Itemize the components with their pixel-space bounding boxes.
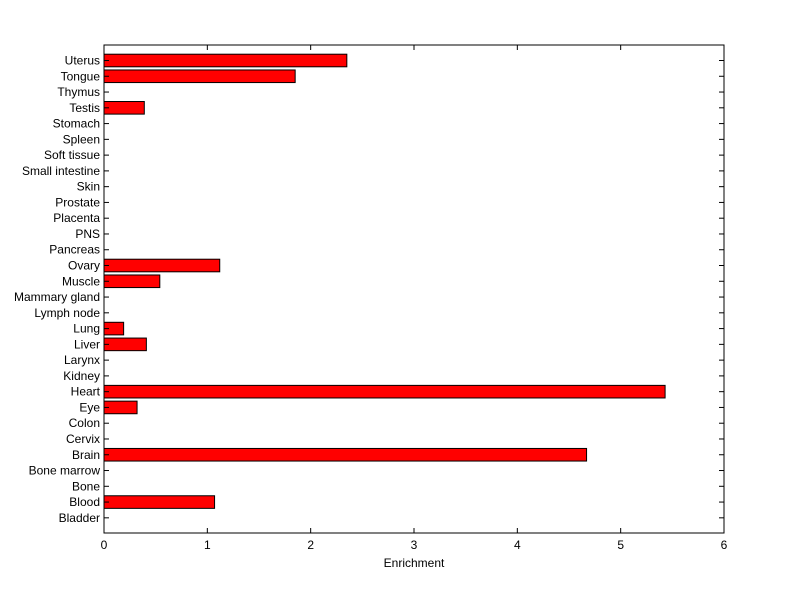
bar-uterus bbox=[103, 53, 348, 68]
bar-blood bbox=[103, 495, 216, 509]
x-axis-ticks: 0 1 2 3 4 5 6 bbox=[101, 45, 728, 552]
y-tick-label: Cervix bbox=[66, 432, 100, 446]
x-tick-label: 4 bbox=[514, 538, 521, 552]
y-tick-label: Liver bbox=[74, 337, 100, 351]
y-tick-label: Tongue bbox=[61, 69, 101, 83]
bar-testis bbox=[103, 101, 145, 115]
bar-liver bbox=[103, 337, 147, 352]
x-tick-label: 0 bbox=[101, 538, 108, 552]
y-tick-label: Ovary bbox=[68, 259, 100, 273]
y-tick-label: Mammary gland bbox=[14, 290, 100, 304]
y-tick-label: Prostate bbox=[55, 195, 100, 209]
bar-ovary bbox=[103, 258, 221, 273]
x-tick-label: 6 bbox=[721, 538, 728, 552]
y-tick-label: Pancreas bbox=[49, 243, 100, 257]
y-tick-label: Muscle bbox=[62, 274, 100, 288]
y-tick-label: Skin bbox=[77, 180, 100, 194]
y-tick-label: Thymus bbox=[57, 85, 100, 99]
y-tick-label: Stomach bbox=[53, 117, 100, 131]
bar-tongue bbox=[103, 69, 296, 84]
bar-brain bbox=[103, 447, 588, 462]
y-tick-label: Larynx bbox=[64, 353, 100, 367]
x-tick-label: 1 bbox=[204, 538, 211, 552]
y-tick-label: Bladder bbox=[59, 511, 100, 525]
y-tick-label: Colon bbox=[69, 416, 100, 430]
y-tick-label: Spleen bbox=[63, 132, 100, 146]
y-tick-label: Heart bbox=[71, 385, 101, 399]
x-tick-label: 5 bbox=[617, 538, 624, 552]
x-tick-label: 3 bbox=[411, 538, 418, 552]
y-tick-label: Soft tissue bbox=[44, 148, 100, 162]
y-tick-label: Uterus bbox=[65, 54, 100, 68]
x-tick-label: 2 bbox=[307, 538, 314, 552]
y-tick-label: Eye bbox=[79, 400, 100, 414]
y-tick-label: Small intestine bbox=[22, 164, 100, 178]
y-tick-label: Lymph node bbox=[34, 306, 100, 320]
y-tick-label: PNS bbox=[75, 227, 100, 241]
y-tick-label: Lung bbox=[73, 322, 100, 336]
y-tick-label: Bone bbox=[72, 479, 100, 493]
y-tick-label: Bone marrow bbox=[29, 464, 101, 478]
y-tick-label: Kidney bbox=[63, 369, 100, 383]
y-tick-label: Brain bbox=[72, 448, 100, 462]
y-tick-label: Placenta bbox=[53, 211, 100, 225]
y-tick-label: Blood bbox=[69, 495, 100, 509]
y-tick-label: Testis bbox=[69, 101, 100, 115]
bar-muscle bbox=[103, 274, 161, 289]
bar-heart bbox=[103, 384, 666, 399]
x-axis-label: Enrichment bbox=[384, 556, 445, 570]
